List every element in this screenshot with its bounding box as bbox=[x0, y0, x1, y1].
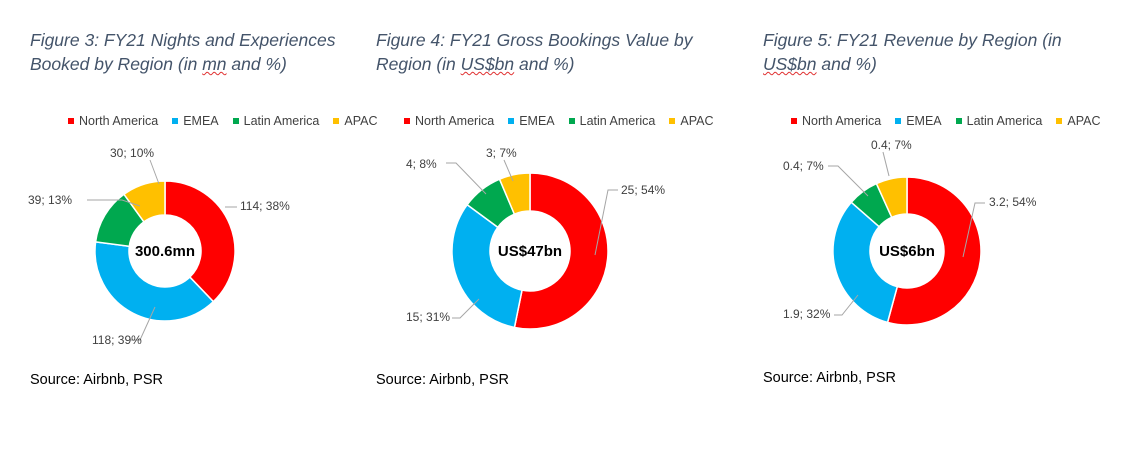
legend-item: Latin America bbox=[232, 114, 320, 128]
legend-item: APAC bbox=[333, 114, 378, 128]
legend-label: North America bbox=[79, 114, 159, 128]
donut-slice-emea bbox=[94, 241, 215, 322]
legend-label: APAC bbox=[344, 114, 378, 128]
chart-panel-nights: Figure 3: FY21 Nights and Experiences Bo… bbox=[28, 0, 378, 455]
chart-legend: North America EMEA Latin America APAC bbox=[791, 114, 1101, 128]
source-note: Source: Airbnb, PSR bbox=[376, 372, 509, 388]
donut-slice-apac bbox=[122, 180, 166, 223]
legend-item: EMEA bbox=[895, 114, 942, 128]
legend-swatch bbox=[333, 118, 340, 124]
title-part: mn bbox=[202, 54, 227, 74]
leader-line bbox=[149, 159, 160, 185]
legend-item: Latin America bbox=[955, 114, 1043, 128]
donut-slice-emea bbox=[451, 203, 523, 329]
donut-slice-apac bbox=[498, 172, 531, 216]
data-label: 1.9; 32% bbox=[783, 307, 831, 321]
legend-swatch bbox=[172, 118, 179, 124]
legend-swatch bbox=[669, 118, 676, 124]
legend-swatch bbox=[404, 118, 410, 124]
legend-label: APAC bbox=[680, 114, 714, 128]
source-note: Source: Airbnb, PSR bbox=[30, 372, 163, 388]
legend-swatch bbox=[568, 118, 575, 124]
legend-swatch bbox=[508, 118, 515, 124]
legend-item: North America bbox=[791, 114, 881, 128]
chart-title: Figure 3: FY21 Nights and Experiences Bo… bbox=[30, 28, 370, 76]
title-part: Figure 4: FY21 Gross Bookings Value by R… bbox=[376, 30, 693, 74]
data-label: 0.4; 7% bbox=[871, 138, 912, 152]
chart-panel-gbv: Figure 4: FY21 Gross Bookings Value by R… bbox=[376, 0, 746, 455]
donut-slice-emea bbox=[832, 201, 899, 324]
chart-legend: North America EMEA Latin America APAC bbox=[68, 114, 378, 128]
leader-line bbox=[503, 159, 514, 182]
chart-panel-revenue: Figure 5: FY21 Revenue by Region (in US$… bbox=[763, 0, 1133, 455]
title-part: US$bn bbox=[460, 54, 515, 74]
donut-slice-apac bbox=[875, 176, 908, 219]
data-label: 118; 39% bbox=[92, 333, 142, 347]
leader-line bbox=[452, 298, 480, 319]
legend-label: Latin America bbox=[579, 114, 656, 128]
title-part: and %) bbox=[226, 54, 287, 74]
legend-label: Latin America bbox=[243, 114, 320, 128]
data-label: 0.4; 7% bbox=[783, 159, 824, 173]
legend-item: APAC bbox=[1056, 114, 1101, 128]
legend-label: North America bbox=[415, 114, 495, 128]
legend-label: EMEA bbox=[519, 114, 555, 128]
leader-line bbox=[130, 306, 156, 341]
legend-swatch bbox=[791, 118, 797, 124]
donut-slice-north-america bbox=[164, 180, 236, 303]
center-total-label: US$47bn bbox=[498, 243, 562, 260]
donut-chart: 3.2; 54% 1.9; 32% 0.4; 7% 0.4; 7% US$6bn bbox=[783, 138, 1037, 326]
leader-line bbox=[882, 151, 890, 177]
donut-chart: 114; 38% 118; 39% 39; 13% 30; 10% 300.6mn bbox=[28, 146, 290, 347]
legend-label: EMEA bbox=[183, 114, 219, 128]
leader-line bbox=[594, 189, 618, 256]
data-label: 15; 31% bbox=[406, 310, 450, 324]
legend-swatch bbox=[232, 118, 239, 124]
data-label: 3; 7% bbox=[486, 146, 517, 160]
data-label: 30; 10% bbox=[110, 146, 154, 160]
leader-line bbox=[828, 165, 869, 197]
data-label: 114; 38% bbox=[240, 199, 290, 213]
donut-chart: 25; 54% 15; 31% 4; 8% 3; 7% US$47bn bbox=[406, 146, 665, 330]
center-total-label: US$6bn bbox=[879, 243, 935, 260]
title-part: Figure 3: FY21 Nights and Experiences Bo… bbox=[30, 30, 336, 74]
legend-item: North America bbox=[404, 114, 494, 128]
chart-title: Figure 4: FY21 Gross Bookings Value by R… bbox=[376, 28, 716, 76]
legend-item: EMEA bbox=[508, 114, 555, 128]
legend-swatch bbox=[955, 118, 962, 124]
title-part: Figure 5: FY21 Revenue by Region (in bbox=[763, 30, 1062, 50]
data-label: 39; 13% bbox=[28, 193, 72, 207]
leader-line bbox=[834, 294, 859, 316]
legend-label: Latin America bbox=[966, 114, 1043, 128]
title-part: US$bn bbox=[763, 54, 817, 74]
chart-legend: North America EMEA Latin America APAC bbox=[404, 114, 714, 128]
legend-item: APAC bbox=[669, 114, 714, 128]
leader-line bbox=[87, 199, 141, 207]
donut-slice-north-america bbox=[886, 176, 982, 326]
leader-line bbox=[446, 162, 487, 195]
legend-label: EMEA bbox=[906, 114, 942, 128]
legend-item: EMEA bbox=[172, 114, 219, 128]
data-label: 4; 8% bbox=[406, 157, 437, 171]
data-label: 25; 54% bbox=[621, 183, 665, 197]
legend-swatch bbox=[68, 118, 74, 124]
legend-item: Latin America bbox=[568, 114, 656, 128]
legend-label: APAC bbox=[1067, 114, 1101, 128]
source-note: Source: Airbnb, PSR bbox=[763, 370, 896, 386]
data-label: 3.2; 54% bbox=[989, 195, 1037, 209]
donut-slice-north-america bbox=[513, 172, 609, 330]
legend-label: North America bbox=[802, 114, 882, 128]
title-part: and %) bbox=[816, 54, 877, 74]
legend-swatch bbox=[895, 118, 902, 124]
legend-swatch bbox=[1056, 118, 1063, 124]
chart-title: Figure 5: FY21 Revenue by Region (in US$… bbox=[763, 28, 1103, 76]
title-part: and %) bbox=[514, 54, 575, 74]
leader-line bbox=[962, 202, 985, 258]
legend-item: North America bbox=[68, 114, 158, 128]
center-total-label: 300.6mn bbox=[135, 243, 195, 260]
